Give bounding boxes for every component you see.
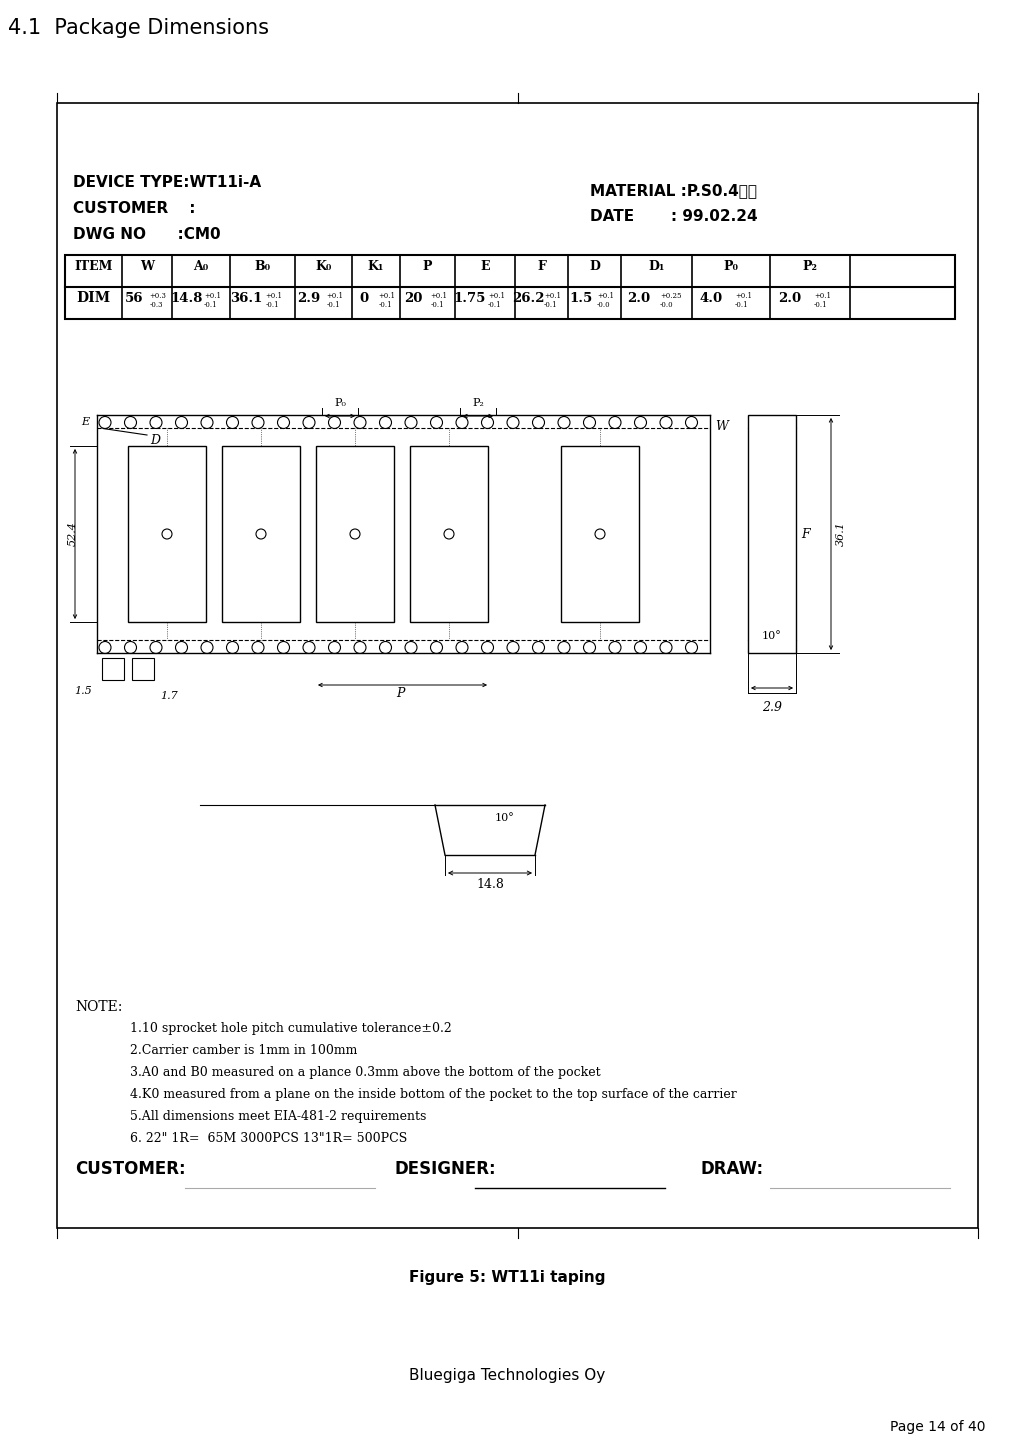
Text: P₂: P₂	[473, 398, 484, 408]
Text: +0.1: +0.1	[545, 293, 561, 300]
Text: DRAW:: DRAW:	[700, 1160, 764, 1177]
Text: +0.1: +0.1	[735, 293, 752, 300]
Text: -0.0: -0.0	[597, 301, 610, 308]
Text: D₁: D₁	[648, 259, 665, 272]
Text: +0.1: +0.1	[105, 660, 121, 664]
Text: 1.5: 1.5	[570, 293, 593, 305]
Text: 2.0: 2.0	[779, 293, 801, 305]
Text: +0.1: +0.1	[814, 293, 831, 300]
Text: -0.1: -0.1	[266, 301, 280, 308]
Bar	[748, 415, 796, 653]
Bar	[561, 447, 639, 623]
Text: -0.0: -0.0	[137, 669, 149, 674]
Text: 36.1: 36.1	[836, 522, 846, 546]
Text: 26.2: 26.2	[512, 293, 545, 305]
Text: P₀: P₀	[334, 398, 346, 408]
Text: DWG NO      :CM0: DWG NO :CM0	[73, 228, 221, 242]
Text: 2.Carrier camber is 1mm in 100mm: 2.Carrier camber is 1mm in 100mm	[130, 1043, 357, 1058]
Text: P₂: P₂	[802, 259, 817, 272]
Text: -0.1: -0.1	[378, 301, 392, 308]
Text: +0.25: +0.25	[660, 293, 681, 300]
Text: A₀: A₀	[194, 259, 209, 272]
Bar	[128, 447, 206, 623]
Text: -0.0: -0.0	[106, 669, 119, 674]
Bar	[132, 659, 154, 680]
Text: -0.1: -0.1	[204, 301, 218, 308]
Text: P₀: P₀	[724, 259, 738, 272]
Text: 2.9: 2.9	[298, 293, 320, 305]
Text: -0.1: -0.1	[814, 301, 827, 308]
Bar	[102, 659, 124, 680]
Text: 4.K0 measured from a plane on the inside bottom of the pocket to the top surface: 4.K0 measured from a plane on the inside…	[130, 1088, 737, 1101]
Text: 6. 22" 1R=  65M 3000PCS 13"1R= 500PCS: 6. 22" 1R= 65M 3000PCS 13"1R= 500PCS	[130, 1133, 408, 1146]
Text: 3.A0 and B0 measured on a plance 0.3mm above the bottom of the pocket: 3.A0 and B0 measured on a plance 0.3mm a…	[130, 1066, 600, 1079]
Text: +0.3: +0.3	[149, 293, 166, 300]
Text: 2.9: 2.9	[762, 700, 782, 713]
Text: E: E	[481, 259, 490, 272]
Text: +0.1: +0.1	[488, 293, 505, 300]
Text: DIM: DIM	[76, 291, 111, 305]
Text: 36.1: 36.1	[230, 293, 263, 305]
Bar	[316, 447, 394, 623]
Text: -0.1: -0.1	[735, 301, 748, 308]
Text: -0.1: -0.1	[545, 301, 558, 308]
Text: K₀: K₀	[315, 259, 332, 272]
Text: 20: 20	[405, 293, 423, 305]
Text: P: P	[423, 259, 432, 272]
Text: F: F	[537, 259, 546, 272]
Text: 10°: 10°	[495, 813, 515, 823]
Text: CUSTOMER:: CUSTOMER:	[75, 1160, 186, 1177]
Text: +0.1: +0.1	[136, 660, 151, 664]
Bar	[222, 447, 300, 623]
Text: 1.10 sprocket hole pitch cumulative tolerance±0.2: 1.10 sprocket hole pitch cumulative tole…	[130, 1022, 452, 1035]
Text: 5.All dimensions meet EIA-481-2 requirements: 5.All dimensions meet EIA-481-2 requirem…	[130, 1110, 426, 1123]
Text: -0.1: -0.1	[430, 301, 444, 308]
Text: +0.1: +0.1	[430, 293, 447, 300]
Text: NOTE:: NOTE:	[75, 1000, 123, 1014]
Text: 1.7: 1.7	[160, 692, 177, 700]
Text: 14.8: 14.8	[476, 878, 504, 891]
Text: +0.1: +0.1	[378, 293, 395, 300]
Text: 52.4: 52.4	[68, 522, 78, 546]
Text: MATERIAL :P.S0.4黑色: MATERIAL :P.S0.4黑色	[590, 183, 757, 197]
Text: D: D	[589, 259, 600, 272]
Text: DESIGNER:: DESIGNER:	[395, 1160, 497, 1177]
Bar	[65, 255, 955, 318]
Text: +0.1: +0.1	[327, 293, 344, 300]
Text: 4.0: 4.0	[700, 293, 723, 305]
Text: F: F	[801, 527, 809, 540]
Text: Bluegiga Technologies Oy: Bluegiga Technologies Oy	[409, 1368, 605, 1383]
Text: -0.1: -0.1	[327, 301, 340, 308]
Text: +0.1: +0.1	[204, 293, 221, 300]
Text: 0: 0	[359, 293, 368, 305]
Text: Page 14 of 40: Page 14 of 40	[889, 1419, 985, 1434]
Text: W: W	[140, 259, 154, 272]
Text: K₁: K₁	[368, 259, 384, 272]
Text: W: W	[715, 419, 728, 432]
Text: DATE       : 99.02.24: DATE : 99.02.24	[590, 209, 757, 223]
Text: B₀: B₀	[255, 259, 271, 272]
Text: 2.0: 2.0	[628, 293, 650, 305]
Bar	[410, 447, 488, 623]
Text: 1.5: 1.5	[74, 686, 92, 696]
Text: ITEM: ITEM	[74, 259, 113, 272]
Text: +0.1: +0.1	[266, 293, 283, 300]
Text: -0.0: -0.0	[660, 301, 673, 308]
Text: 56: 56	[126, 293, 144, 305]
Text: Figure 5: WT11i taping: Figure 5: WT11i taping	[409, 1270, 605, 1285]
Text: +0.1: +0.1	[597, 293, 614, 300]
Bar	[57, 102, 977, 1228]
Text: 1.75: 1.75	[454, 293, 486, 305]
Text: CUSTOMER    :: CUSTOMER :	[73, 200, 196, 216]
Text: -0.1: -0.1	[488, 301, 502, 308]
Text: E: E	[81, 416, 89, 427]
Text: D: D	[150, 434, 160, 447]
Text: P: P	[395, 687, 405, 700]
Text: DEVICE TYPE:WT11i-A: DEVICE TYPE:WT11i-A	[73, 174, 262, 190]
Text: 10°: 10°	[763, 631, 782, 641]
Text: 4.1  Package Dimensions: 4.1 Package Dimensions	[8, 17, 269, 37]
Text: 14.8: 14.8	[170, 293, 203, 305]
Text: -0.3: -0.3	[149, 301, 163, 308]
